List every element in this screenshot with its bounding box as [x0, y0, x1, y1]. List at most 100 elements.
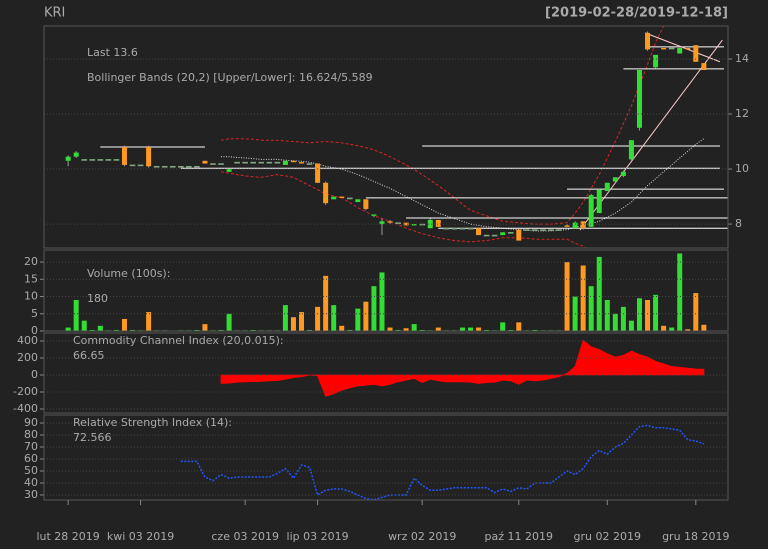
candle-body	[645, 32, 651, 50]
candle-body	[395, 222, 401, 224]
volume-bar	[604, 299, 610, 331]
volume-bar	[653, 294, 659, 331]
volume-bar	[387, 327, 393, 331]
x-tick-label: gru 02 2019	[574, 530, 641, 543]
candle-body	[315, 163, 321, 183]
panel-frame	[43, 414, 729, 501]
candle-body	[540, 229, 546, 231]
candle-body	[282, 160, 288, 165]
candle-body	[89, 159, 96, 161]
volume-bar	[588, 286, 594, 331]
volume-bar	[661, 325, 667, 331]
volume-bar	[516, 322, 522, 331]
volume-bar	[89, 329, 95, 331]
volume-bar	[693, 293, 699, 331]
candle-body	[451, 227, 458, 230]
bollinger-upper	[220, 26, 665, 225]
candle-body	[113, 159, 120, 161]
volume-bar	[121, 318, 127, 331]
volume-bar	[701, 324, 707, 331]
candle-body	[532, 229, 538, 231]
candle-body	[701, 63, 707, 71]
legend-text: 66.65	[73, 349, 105, 362]
candle-body	[274, 161, 281, 164]
volume-bar	[73, 299, 79, 331]
volume-bar	[403, 328, 409, 331]
volume-bar	[459, 327, 465, 331]
cci-area	[220, 339, 705, 397]
candle-body	[178, 165, 184, 168]
x-tick-label: kwi 03 2019	[107, 530, 174, 543]
candle-body	[524, 229, 530, 231]
legend-text: Relative Strength Index (14):	[73, 416, 232, 429]
y-tick-label: 50	[24, 464, 38, 477]
candle-body	[250, 161, 257, 164]
candle-body	[491, 234, 498, 237]
candle-body	[290, 160, 296, 163]
candle-body	[137, 164, 144, 167]
panel-frame	[43, 332, 729, 414]
volume-bar	[97, 325, 103, 331]
volume-bar	[395, 329, 401, 331]
candle-body	[403, 222, 409, 226]
volume-bar	[307, 329, 313, 331]
y-tick-label: 60	[24, 452, 38, 465]
legend-text: Volume (100s):	[87, 267, 170, 280]
candle-body	[427, 219, 433, 229]
y-tick-label: 0	[31, 324, 38, 337]
volume-bar	[299, 312, 305, 331]
volume-bar	[323, 275, 329, 331]
x-tick-label: lut 28 2019	[36, 530, 99, 543]
candle-body	[677, 48, 683, 54]
candle-body	[580, 221, 586, 229]
candle-body	[379, 221, 385, 225]
candle-body	[668, 47, 675, 50]
candle-body	[129, 164, 136, 167]
candle-body	[653, 54, 659, 68]
panel	[65, 253, 707, 331]
candle-body	[161, 165, 168, 168]
volume-bar	[612, 313, 618, 331]
volume-bar	[620, 306, 626, 331]
y-tick-label: 5	[31, 307, 38, 320]
candle-body	[299, 162, 305, 164]
candle-body	[620, 171, 626, 176]
volume-bar	[290, 317, 296, 331]
volume-bar	[65, 327, 71, 331]
candle-body	[507, 232, 514, 234]
trend-line	[644, 32, 721, 63]
y-tick-label: 15	[24, 272, 38, 285]
candle-body	[628, 140, 634, 160]
candle-body	[685, 48, 691, 50]
legend-text: Bollinger Bands (20,2) [Upper/Lower]: 16…	[87, 71, 373, 84]
y-tick-label: 80	[24, 428, 38, 441]
candle-body	[169, 165, 176, 168]
volume-bar	[411, 324, 417, 331]
candle-body	[516, 229, 522, 241]
candle-body	[476, 228, 482, 236]
volume-bar	[250, 329, 256, 331]
y-tick-label: 70	[24, 440, 38, 453]
y-tick-label: 0	[31, 368, 38, 381]
volume-bar	[146, 312, 152, 331]
volume-bar	[645, 299, 651, 331]
volume-bar	[194, 329, 200, 331]
volume-bar	[677, 253, 683, 331]
candle-body	[371, 214, 377, 216]
volume-bar	[339, 325, 345, 331]
volume-bar	[636, 298, 642, 331]
y-tick-label: 10	[24, 290, 38, 303]
volume-bar	[363, 301, 369, 331]
volume-bar	[355, 308, 361, 331]
volume-bar	[596, 256, 602, 331]
volume-bar	[500, 322, 506, 331]
candle-body	[556, 229, 562, 231]
volume-bar	[467, 327, 473, 331]
volume-bar	[347, 329, 353, 331]
x-tick-label: gru 18 2019	[662, 530, 729, 543]
volume-bar	[315, 306, 321, 331]
candle-body	[146, 147, 152, 167]
volume-bar	[226, 313, 232, 331]
candle-body	[443, 227, 450, 230]
